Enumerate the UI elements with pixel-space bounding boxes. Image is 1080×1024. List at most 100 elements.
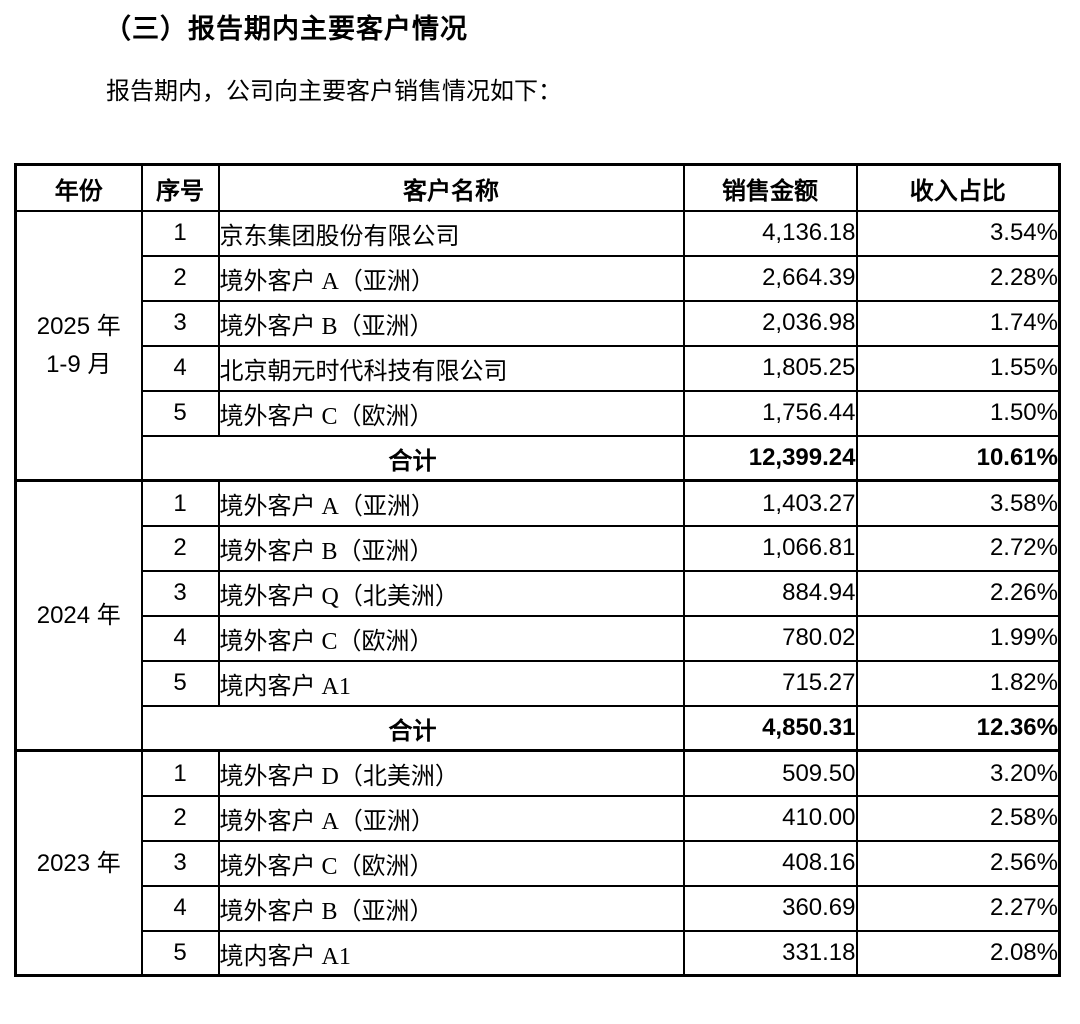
year-cell-2024: 2024 年	[14, 479, 143, 752]
revenue-share: 1.99%	[855, 614, 1061, 662]
sales-amount: 360.69	[682, 884, 858, 932]
revenue-share: 3.58%	[855, 479, 1061, 527]
customer-name: 境外客户 C（欧洲）	[217, 614, 685, 662]
customer-name: 北京朝元时代科技有限公司	[217, 344, 685, 392]
revenue-share: 1.82%	[855, 659, 1061, 707]
sales-amount: 2,036.98	[682, 299, 858, 347]
sales-amount: 1,756.44	[682, 389, 858, 437]
row-index: 2	[140, 254, 220, 302]
revenue-share: 3.54%	[855, 209, 1061, 257]
sales-amount: 780.02	[682, 614, 858, 662]
header-revenue-share: 收入占比	[855, 163, 1061, 212]
revenue-share: 2.26%	[855, 569, 1061, 617]
year-line: 2023 年	[36, 849, 121, 877]
sales-amount: 2,664.39	[682, 254, 858, 302]
year-cell-2025: 2025 年 1-9 月	[14, 209, 143, 482]
row-index: 4	[140, 884, 220, 932]
total-sales-amount: 4,850.31	[682, 704, 858, 752]
customer-name: 境内客户 A1	[217, 659, 685, 707]
table-header-row: 年份 序号 客户名称 销售金额 收入占比	[14, 163, 1061, 212]
header-sales-amount: 销售金额	[682, 163, 858, 212]
total-row-2024: 合计 4,850.31 12.36%	[16, 704, 1061, 752]
table-row: 4 境外客户 C（欧洲） 780.02 1.99%	[16, 614, 1061, 662]
row-index: 1	[140, 209, 220, 257]
row-index: 4	[140, 344, 220, 392]
customer-name: 境外客户 D（北美洲）	[217, 749, 685, 797]
row-index: 2	[140, 524, 220, 572]
customer-name: 京东集团股份有限公司	[217, 209, 685, 257]
sales-amount: 884.94	[682, 569, 858, 617]
revenue-share: 1.74%	[855, 299, 1061, 347]
year-line: 2025 年	[36, 313, 121, 341]
sales-amount: 1,066.81	[682, 524, 858, 572]
year-line: 2024 年	[36, 602, 121, 630]
sales-amount: 331.18	[682, 929, 858, 977]
year-cell-2023: 2023 年	[14, 749, 143, 977]
table-row: 4 境外客户 B（亚洲） 360.69 2.27%	[16, 884, 1061, 932]
sales-amount: 1,805.25	[682, 344, 858, 392]
revenue-share: 2.58%	[855, 794, 1061, 842]
header-year: 年份	[14, 163, 143, 212]
table-row: 5 境内客户 A1 715.27 1.82%	[16, 659, 1061, 707]
customer-name: 境外客户 A（亚洲）	[217, 794, 685, 842]
revenue-share: 1.55%	[855, 344, 1061, 392]
total-revenue-share: 10.61%	[855, 434, 1061, 482]
table-row: 3 境外客户 Q（北美洲） 884.94 2.26%	[16, 569, 1061, 617]
row-index: 5	[140, 389, 220, 437]
row-index: 5	[140, 659, 220, 707]
customer-name: 境外客户 Q（北美洲）	[217, 569, 685, 617]
row-index: 3	[140, 299, 220, 347]
table-row: 2 境外客户 B（亚洲） 1,066.81 2.72%	[16, 524, 1061, 572]
table-row: 3 境外客户 B（亚洲） 2,036.98 1.74%	[16, 299, 1061, 347]
table-row: 2024 年 1 境外客户 A（亚洲） 1,403.27 3.58%	[14, 479, 1061, 752]
table-row: 2 境外客户 A（亚洲） 410.00 2.58%	[16, 794, 1061, 842]
sales-amount: 410.00	[682, 794, 858, 842]
revenue-share: 2.56%	[855, 839, 1061, 887]
revenue-share: 3.20%	[855, 749, 1061, 797]
total-label: 合计	[140, 434, 685, 482]
row-index: 3	[140, 569, 220, 617]
section-title: （三）报告期内主要客户情况	[104, 14, 468, 44]
sales-amount: 4,136.18	[682, 209, 858, 257]
header-customer-name: 客户名称	[217, 163, 685, 212]
revenue-share: 2.28%	[855, 254, 1061, 302]
sales-amount: 715.27	[682, 659, 858, 707]
document-page: （三）报告期内主要客户情况 报告期内，公司向主要客户销售情况如下： 年份 序号 …	[0, 13, 1080, 1024]
intro-text: 报告期内，公司向主要客户销售情况如下：	[106, 79, 562, 106]
sales-amount: 509.50	[682, 749, 858, 797]
table-row: 2 境外客户 A（亚洲） 2,664.39 2.28%	[16, 254, 1061, 302]
year-line: 1-9 月	[46, 350, 112, 378]
customer-name: 境外客户 A（亚洲）	[217, 254, 685, 302]
total-sales-amount: 12,399.24	[682, 434, 858, 482]
revenue-share: 1.50%	[855, 389, 1061, 437]
row-index: 4	[140, 614, 220, 662]
header-index: 序号	[140, 163, 220, 212]
table-row: 5 境内客户 A1 331.18 2.08%	[16, 929, 1061, 977]
row-index: 2	[140, 794, 220, 842]
sales-amount: 408.16	[682, 839, 858, 887]
table-row: 2023 年 1 境外客户 D（北美洲） 509.50 3.20%	[14, 749, 1061, 977]
total-label: 合计	[140, 704, 685, 752]
customer-name: 境外客户 B（亚洲）	[217, 524, 685, 572]
revenue-share: 2.72%	[855, 524, 1061, 572]
major-customers-table: 年份 序号 客户名称 销售金额 收入占比 2025 年 1-9 月 1 京东集团…	[14, 163, 1061, 978]
row-index: 1	[140, 479, 220, 527]
revenue-share: 2.08%	[855, 929, 1061, 977]
table-row: 4 北京朝元时代科技有限公司 1,805.25 1.55%	[16, 344, 1061, 392]
total-revenue-share: 12.36%	[855, 704, 1061, 752]
customer-name: 境外客户 C（欧洲）	[217, 839, 685, 887]
row-index: 1	[140, 749, 220, 797]
total-row-2025: 合计 12,399.24 10.61%	[16, 434, 1061, 482]
customer-name: 境外客户 A（亚洲）	[217, 479, 685, 527]
customer-name: 境外客户 B（亚洲）	[217, 884, 685, 932]
row-index: 3	[140, 839, 220, 887]
customer-name: 境外客户 C（欧洲）	[217, 389, 685, 437]
customer-name: 境内客户 A1	[217, 929, 685, 977]
table-row: 3 境外客户 C（欧洲） 408.16 2.56%	[16, 839, 1061, 887]
sales-amount: 1,403.27	[682, 479, 858, 527]
row-index: 5	[140, 929, 220, 977]
customer-name: 境外客户 B（亚洲）	[217, 299, 685, 347]
table-row: 2025 年 1-9 月 1 京东集团股份有限公司 4,136.18 3.54%	[14, 209, 1061, 482]
revenue-share: 2.27%	[855, 884, 1061, 932]
table-row: 5 境外客户 C（欧洲） 1,756.44 1.50%	[16, 389, 1061, 437]
